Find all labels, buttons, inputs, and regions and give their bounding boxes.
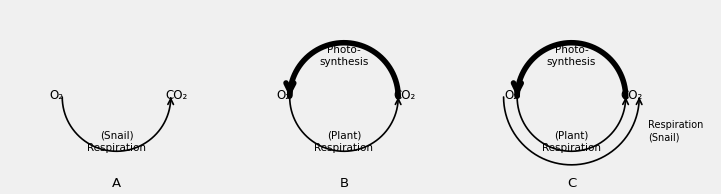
Text: CO₂: CO₂ <box>393 89 415 102</box>
Text: Photo-
synthesis: Photo- synthesis <box>319 45 368 67</box>
Text: O₂: O₂ <box>49 89 63 102</box>
Text: CO₂: CO₂ <box>621 89 643 102</box>
Text: (Snail)
Respiration: (Snail) Respiration <box>87 131 146 153</box>
Text: CO₂: CO₂ <box>166 89 188 102</box>
Text: Photo-
synthesis: Photo- synthesis <box>547 45 596 67</box>
Text: (Plant)
Respiration: (Plant) Respiration <box>314 131 373 153</box>
Text: Respiration
(Snail): Respiration (Snail) <box>648 120 704 142</box>
Text: B: B <box>340 177 348 190</box>
Text: C: C <box>567 177 576 190</box>
Text: O₂: O₂ <box>277 89 291 102</box>
Text: A: A <box>112 177 121 190</box>
Text: O₂: O₂ <box>504 89 518 102</box>
Text: (Plant)
Respiration: (Plant) Respiration <box>542 131 601 153</box>
